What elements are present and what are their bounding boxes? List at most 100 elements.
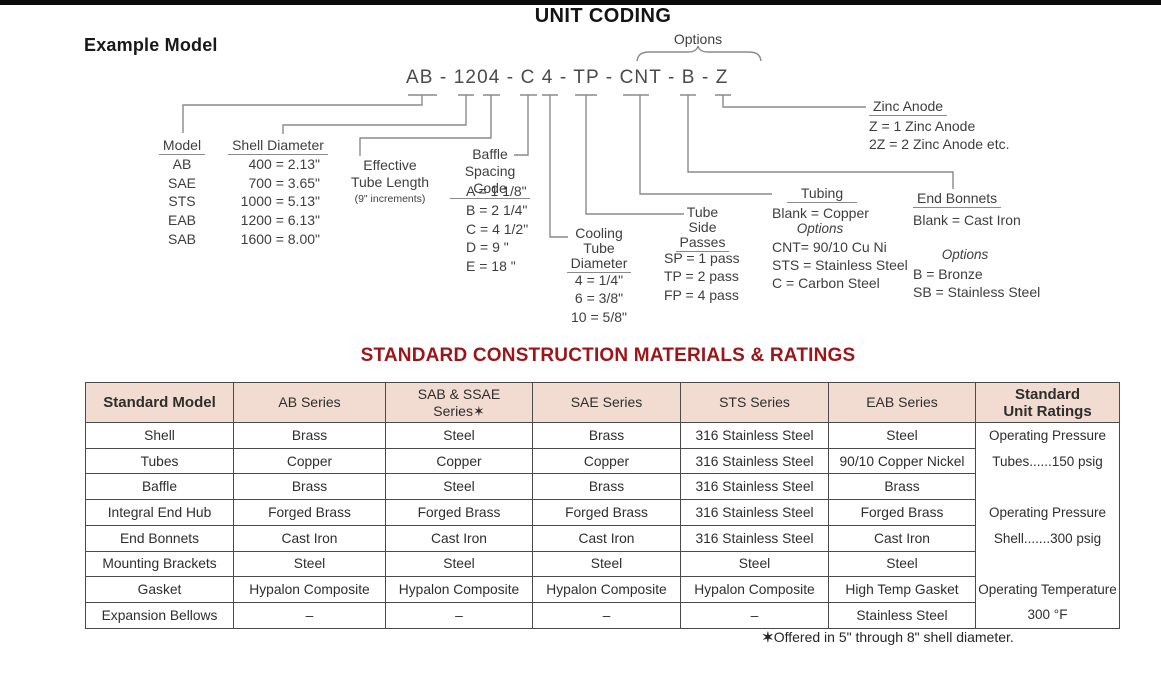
cell: Steel: [385, 422, 533, 449]
cell: 316 Stainless Steel: [680, 524, 829, 552]
column-header: AB Series: [233, 382, 386, 423]
shell-diameter-items: 400 = 2.13" 700 = 3.65" 1000 = 5.13" 120…: [230, 155, 320, 249]
cell: Cast Iron: [828, 524, 976, 552]
cell: Forged Brass: [828, 499, 976, 526]
label-line: Tube Length: [350, 174, 430, 190]
list-item: B = 2 1/4": [466, 201, 528, 218]
list-item: 1200 = 6.13": [240, 212, 320, 229]
list-item: 10 = 5/8": [571, 308, 627, 325]
materials-table: Standard Model AB Series SAB & SSAE Seri…: [85, 382, 1120, 629]
cell: Steel: [680, 550, 829, 578]
list-item: SB = Stainless Steel: [913, 284, 1041, 301]
list-item: EAB: [167, 212, 196, 229]
table-header-row: Standard Model AB Series SAB & SSAE Seri…: [85, 382, 1120, 423]
list-item: 700 = 3.65": [248, 174, 320, 191]
tubing-items: CNT= 90/10 Cu Ni STS = Stainless Steel C…: [772, 238, 908, 293]
cell: Hypalon Composite: [532, 576, 681, 604]
baffle-spacing-items: A = 1 1/8" B = 2 1/4" C = 4 1/2" D = 9 "…: [466, 182, 528, 276]
list-item: 6 = 3/8": [574, 290, 624, 307]
cell: Steel: [532, 550, 681, 578]
row-label: Expansion Bellows: [85, 602, 234, 629]
cell: Steel: [385, 550, 533, 578]
options-brace-label: Options: [673, 31, 723, 47]
cell: High Temp Gasket: [828, 576, 976, 604]
label-line: Spacing Code: [450, 163, 530, 199]
table-row: Mounting Brackets Steel Steel Steel Stee…: [85, 550, 1120, 578]
tubing-default: Blank = Copper: [772, 205, 869, 221]
cell: Brass: [233, 473, 386, 501]
rating-line: Shell.......300 psig: [993, 530, 1102, 546]
cell: Brass: [233, 422, 386, 449]
cell: –: [532, 602, 681, 629]
table-row: Shell Brass Steel Brass 316 Stainless St…: [85, 422, 1120, 629]
cell: Steel: [233, 550, 386, 578]
list-item: E = 18 ": [466, 258, 516, 275]
column-header: Standard Model: [85, 382, 234, 423]
list-item: SP = 1 pass: [664, 250, 740, 266]
label-line: Side: [688, 219, 717, 235]
rating-line: [976, 551, 1119, 577]
footnote-star: ✶: [762, 629, 774, 645]
materials-table-title: STANDARD CONSTRUCTION MATERIALS & RATING…: [360, 345, 856, 366]
list-item: Z = 1 Zinc Anode: [869, 118, 976, 134]
cell: Cast Iron: [385, 524, 533, 552]
zinc-anode-items: Z = 1 Zinc Anode 2Z = 2 Zinc Anode etc.: [869, 117, 1009, 153]
cell: Cast Iron: [532, 524, 681, 552]
rating-line: [976, 474, 1119, 500]
end-bonnets-options-label: Options: [941, 247, 989, 262]
label-line: Cooling: [575, 225, 623, 241]
table-row: End Bonnets Cast Iron Cast Iron Cast Iro…: [85, 524, 1120, 552]
table-row: Gasket Hypalon Composite Hypalon Composi…: [85, 576, 1120, 604]
label-line: Baffle: [472, 146, 508, 162]
cell: Hypalon Composite: [385, 576, 533, 604]
cell: 316 Stainless Steel: [680, 447, 829, 475]
label-line: Passes: [675, 235, 730, 252]
cell: 316 Stainless Steel: [680, 422, 829, 449]
list-item: FP = 4 pass: [664, 286, 739, 303]
column-header: SAB & SSAE Series✶: [385, 382, 533, 423]
rating-line: Operating Temperature: [978, 581, 1117, 597]
list-item: 1000 = 5.13": [240, 193, 320, 210]
model-legend-header: Model: [150, 137, 214, 155]
column-header: EAB Series: [828, 382, 976, 423]
cell: Steel: [828, 550, 976, 578]
cell: Cast Iron: [233, 524, 386, 552]
cell: Brass: [828, 473, 976, 501]
table-row: Tubes Copper Copper Copper 316 Stainless…: [85, 447, 1120, 475]
tubing-header-label: Tubing: [786, 185, 858, 203]
list-item: CNT= 90/10 Cu Ni: [772, 239, 887, 255]
cell: Hypalon Composite: [233, 576, 386, 604]
row-label: Tubes: [85, 447, 234, 475]
cell: –: [680, 602, 829, 629]
standard-unit-ratings-cell: Operating Pressure Tubes......150 psig O…: [975, 422, 1120, 629]
top-rule: [0, 0, 1161, 5]
zinc-anode-header: Zinc Anode: [869, 98, 948, 116]
end-bonnets-items: B = Bronze SB = Stainless Steel: [913, 265, 1040, 302]
effective-tube-length-label: Effective Tube Length (9" increments): [338, 157, 442, 206]
list-item: TP = 2 pass: [664, 268, 739, 285]
zinc-anode-header-label: Zinc Anode: [869, 98, 948, 116]
column-header: SAE Series: [532, 382, 681, 423]
cell: Brass: [532, 473, 681, 501]
increments-note: (9" increments): [354, 193, 426, 205]
list-item: 1600 = 8.00": [240, 230, 320, 247]
rating-line: Operating Pressure: [988, 505, 1107, 521]
cell: Steel: [385, 473, 533, 501]
model-header-label: Model: [158, 137, 206, 155]
list-item: STS = Stainless Steel: [772, 257, 908, 274]
end-bonnets-header-label: End Bonnets: [913, 190, 1002, 208]
row-label: End Bonnets: [85, 524, 234, 552]
row-label: Mounting Brackets: [85, 550, 234, 578]
list-item: D = 9 ": [466, 239, 509, 256]
shell-diameter-header: Shell Diameter: [228, 137, 328, 155]
model-legend-items: AB SAE STS EAB SAB: [150, 155, 214, 249]
shell-diameter-header-label: Shell Diameter: [228, 137, 328, 155]
list-item: AB: [172, 156, 192, 172]
table-footnote: ✶Offered in 5" through 8" shell diameter…: [762, 629, 1014, 646]
example-model-heading: Example Model: [84, 35, 218, 55]
table-row: Integral End Hub Forged Brass Forged Bra…: [85, 499, 1120, 526]
rating-line: Tubes......150 psig: [992, 453, 1103, 469]
row-label: Integral End Hub: [85, 499, 234, 526]
footnote-text: Offered in 5" through 8" shell diameter.: [773, 629, 1014, 645]
